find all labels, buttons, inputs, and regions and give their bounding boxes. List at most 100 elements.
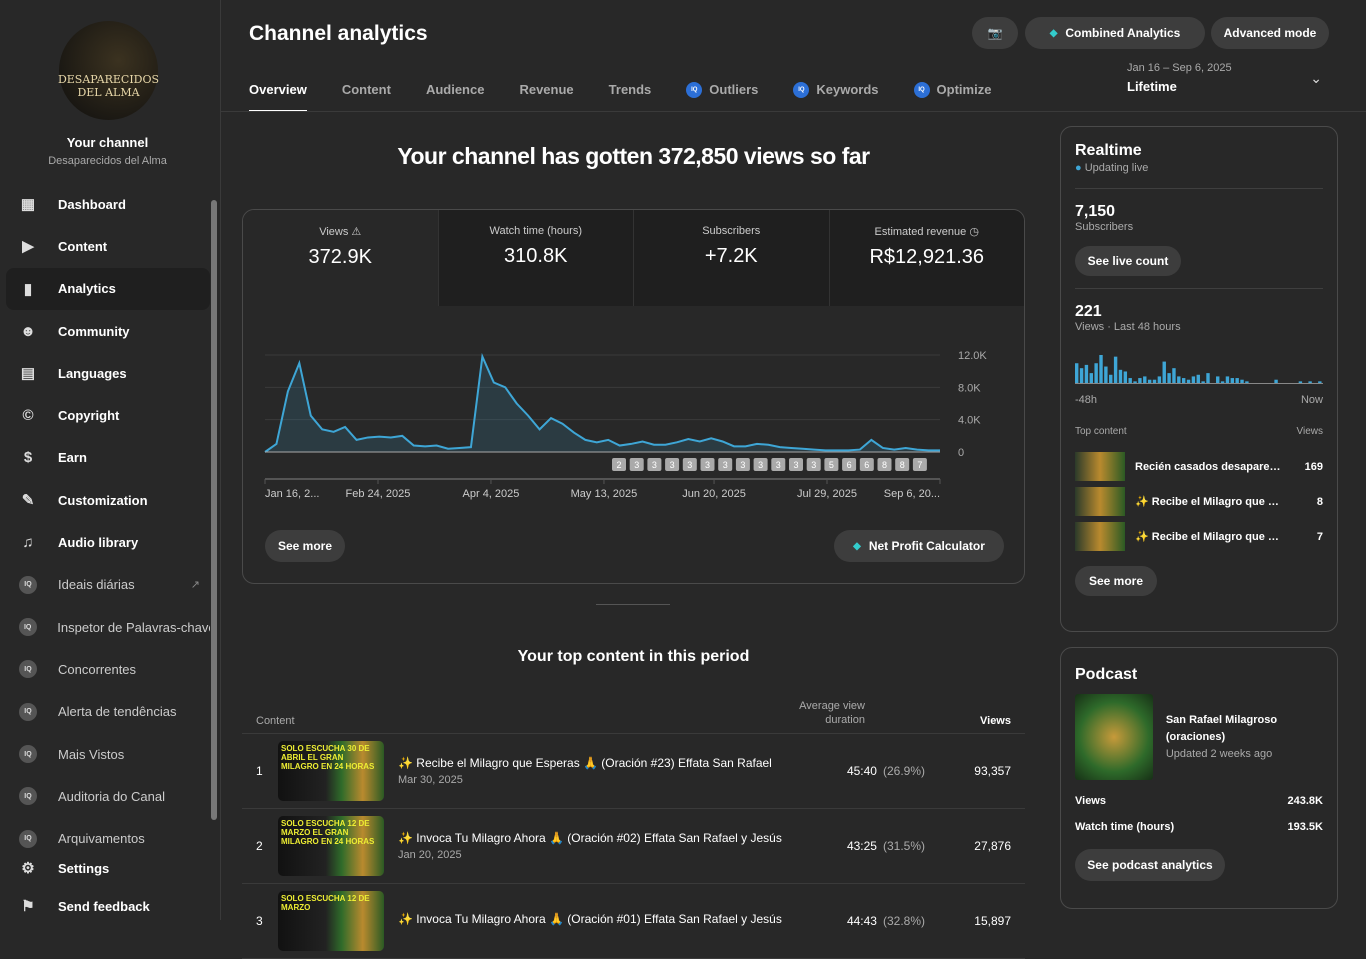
combined-analytics-button[interactable]: ◆ Combined Analytics	[1025, 17, 1205, 49]
table-row[interactable]: 2 SOLO ESCUCHA 12 DE MARZO EL GRAN MILAGR…	[242, 809, 1025, 884]
tab-overview[interactable]: Overview	[249, 82, 307, 112]
realtime-bar[interactable]	[1075, 363, 1079, 383]
see-more-button[interactable]: See more	[265, 530, 345, 562]
sidebar-item-languages[interactable]: ▤ Languages	[6, 352, 210, 394]
realtime-bar[interactable]	[1099, 355, 1103, 383]
realtime-bar[interactable]	[1245, 381, 1249, 383]
sidebar-item-dashboard[interactable]: ▦ Dashboard	[6, 183, 210, 225]
realtime-bar[interactable]	[1240, 379, 1244, 383]
tab-audience[interactable]: Audience	[426, 82, 485, 112]
sidebar-ext-item[interactable]: IQ Arquivamentos	[6, 817, 210, 859]
nav-label: Analytics	[58, 281, 116, 297]
realtime-bar[interactable]	[1109, 374, 1113, 383]
sidebar-ext-item[interactable]: IQ Concorrentes	[6, 648, 210, 690]
metric-tab[interactable]: Views ⚠ 372.9K	[243, 210, 438, 306]
sidebar-item-community[interactable]: ☻ Community	[6, 310, 210, 352]
realtime-bar[interactable]	[1308, 381, 1312, 383]
realtime-bar[interactable]	[1181, 378, 1186, 383]
sidebar-ext-item[interactable]: IQ Mais Vistos	[6, 733, 210, 775]
sidebar-item-customization[interactable]: ✎ Customization	[6, 479, 210, 521]
realtime-bar[interactable]	[1128, 378, 1132, 383]
realtime-bar[interactable]	[1113, 356, 1118, 383]
sidebar-scrollbar[interactable]	[211, 200, 217, 820]
video-thumbnail[interactable]: SOLO ESCUCHA 12 DE MARZO EL GRAN MILAGRO…	[278, 816, 384, 876]
realtime-bar[interactable]	[1094, 363, 1098, 383]
tab-revenue[interactable]: Revenue	[519, 82, 573, 112]
sidebar-item-analytics[interactable]: ▮ Analytics	[6, 267, 210, 310]
col-views[interactable]: Views	[980, 715, 1011, 727]
realtime-bar[interactable]	[1118, 369, 1123, 383]
realtime-bar[interactable]	[1162, 361, 1166, 383]
sidebar-item-earn[interactable]: $ Earn	[6, 437, 210, 479]
video-thumbnail[interactable]: SOLO ESCUCHA 30 DE ABRIL EL GRAN MILAGRO…	[278, 741, 384, 801]
metric-tab[interactable]: Estimated revenue ◷ R$12,921.36	[828, 210, 1024, 306]
realtime-bar[interactable]	[1167, 373, 1171, 383]
realtime-bar[interactable]	[1172, 368, 1176, 383]
realtime-bar[interactable]	[1157, 376, 1162, 383]
metric-tab[interactable]: Subscribers +7.2K	[633, 210, 829, 306]
realtime-bar[interactable]	[1133, 381, 1137, 383]
chevron-down-icon[interactable]: ⌄	[1310, 70, 1322, 86]
realtime-bar[interactable]	[1084, 364, 1089, 383]
realtime-bar[interactable]	[1079, 368, 1084, 383]
realtime-bar[interactable]	[1196, 374, 1200, 383]
col-avd[interactable]: Average view duration	[799, 700, 865, 726]
realtime-bar[interactable]	[1220, 381, 1225, 383]
podcast-thumbnail[interactable]	[1075, 694, 1153, 780]
video-thumbnail[interactable]: SOLO ESCUCHA 12 DE MARZO	[278, 891, 384, 951]
realtime-bar[interactable]	[1298, 381, 1303, 383]
sidebar-item-settings[interactable]: ⚙ Settings	[6, 848, 210, 888]
realtime-bar[interactable]	[1191, 376, 1196, 383]
net-profit-calculator-button[interactable]: ◆ Net Profit Calculator	[834, 530, 1004, 562]
realtime-bar[interactable]	[1235, 378, 1239, 383]
realtime-bar[interactable]	[1216, 376, 1220, 383]
see-live-count-button[interactable]: See live count	[1075, 246, 1181, 276]
screenshot-button[interactable]: 📷	[972, 17, 1018, 49]
tab-content[interactable]: Content	[342, 82, 391, 112]
realtime-bar[interactable]	[1089, 373, 1093, 383]
realtime-bar[interactable]	[1206, 373, 1210, 383]
video-title[interactable]: ✨ Invoca Tu Milagro Ahora 🙏 (Oración #02…	[398, 831, 782, 845]
sidebar-ext-item[interactable]: IQ Auditoria do Canal	[6, 775, 210, 817]
sidebar-ext-item[interactable]: IQ Ideais diárias ↗	[6, 564, 210, 606]
video-title[interactable]: ✨ Invoca Tu Milagro Ahora 🙏 (Oración #01…	[398, 912, 782, 926]
metric-label: Estimated revenue	[874, 226, 967, 238]
date-range-picker[interactable]: Jan 16 – Sep 6, 2025 Lifetime	[1127, 62, 1327, 94]
sidebar-ext-item[interactable]: IQ Inspetor de Palavras-chave	[6, 606, 210, 648]
tab-keywords[interactable]: IQ Keywords	[793, 82, 879, 112]
see-more-realtime-button[interactable]: See more	[1075, 566, 1157, 596]
realtime-bar[interactable]	[1318, 381, 1322, 383]
advanced-mode-button[interactable]: Advanced mode	[1211, 17, 1329, 49]
table-row[interactable]: 3 SOLO ESCUCHA 12 DE MARZO ✨ Invoca Tu Mil…	[242, 884, 1025, 959]
realtime-top-item[interactable]: Recién casados desaparecidos... 169	[1075, 449, 1323, 484]
sidebar-item-content[interactable]: ▶ Content	[6, 225, 210, 267]
realtime-top-item[interactable]: ✨ Recibe el Milagro que Esperas 8	[1075, 484, 1323, 519]
realtime-bar[interactable]	[1104, 366, 1108, 383]
realtime-bar[interactable]	[1138, 378, 1142, 383]
realtime-bar[interactable]	[1152, 379, 1157, 383]
tab-trends[interactable]: Trends	[609, 82, 652, 112]
realtime-bar[interactable]	[1186, 379, 1191, 383]
video-title[interactable]: ✨ Recibe el Milagro que Esperas 🙏 (Oraci…	[398, 756, 772, 770]
realtime-bar[interactable]	[1177, 376, 1181, 383]
realtime-top-item[interactable]: ✨ Recibe el Milagro que Esperas 7	[1075, 519, 1323, 554]
sidebar-item-copyright[interactable]: © Copyright	[6, 394, 210, 436]
realtime-bar[interactable]	[1201, 381, 1205, 383]
realtime-bar[interactable]	[1147, 379, 1152, 383]
realtime-bar[interactable]	[1143, 376, 1147, 383]
metric-tab[interactable]: Watch time (hours) 310.8K	[437, 210, 633, 306]
table-row[interactable]: 1 SOLO ESCUCHA 30 DE ABRIL EL GRAN MILAGR…	[242, 734, 1025, 809]
realtime-bar[interactable]	[1123, 371, 1128, 383]
channel-avatar[interactable]: DESAPARECIDOS DEL ALMA	[58, 21, 159, 120]
podcast-name[interactable]: San Rafael Milagroso (oraciones)	[1165, 714, 1278, 743]
realtime-bar[interactable]	[1230, 378, 1235, 383]
sidebar-item-audio-library[interactable]: ♫ Audio library	[6, 521, 210, 563]
sidebar-item-feedback[interactable]: ⚑ Send feedback	[6, 886, 210, 926]
realtime-bar[interactable]	[1225, 376, 1230, 383]
axis-end: Now	[1300, 394, 1323, 406]
sidebar-ext-item[interactable]: IQ Alerta de tendências	[6, 691, 210, 733]
see-podcast-analytics-button[interactable]: See podcast analytics	[1075, 849, 1225, 881]
tab-optimize[interactable]: IQ Optimize	[913, 82, 991, 112]
tab-outliers[interactable]: IQ Outliers	[686, 82, 758, 112]
realtime-bar[interactable]	[1274, 379, 1278, 383]
